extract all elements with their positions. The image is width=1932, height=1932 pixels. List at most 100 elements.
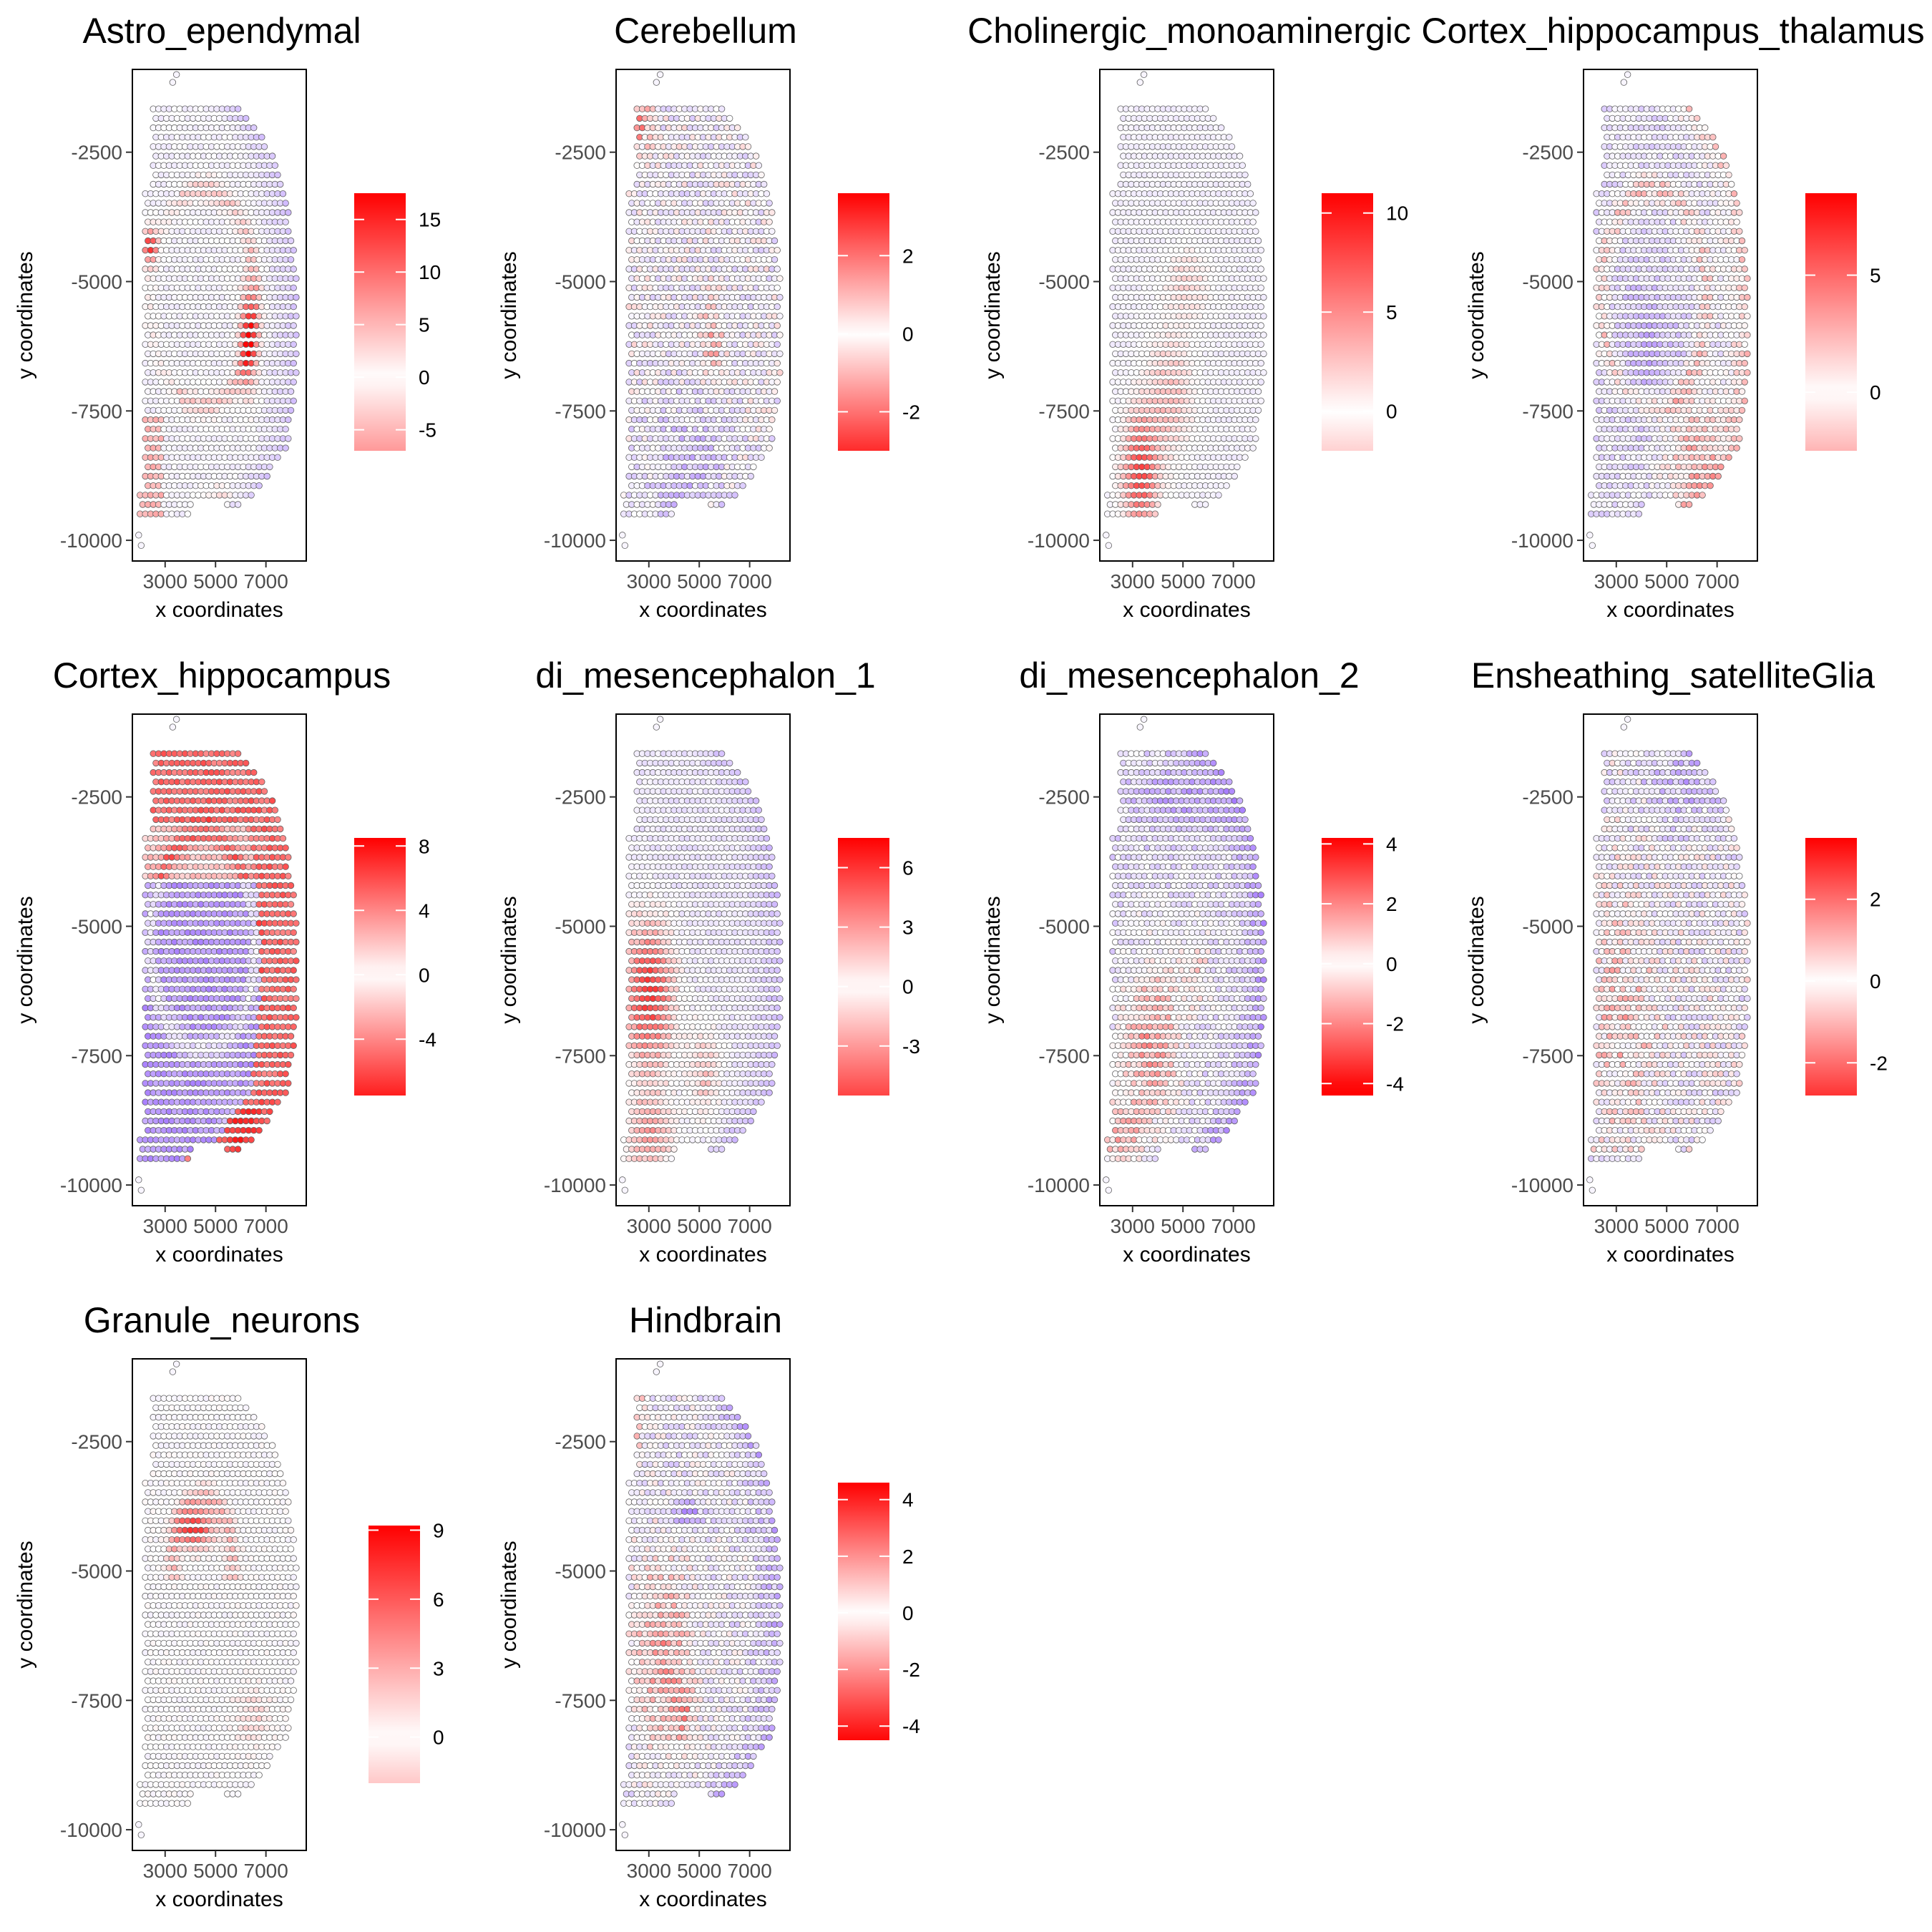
x-tick-label: 3000	[143, 570, 187, 592]
spot	[285, 872, 292, 880]
spot	[293, 275, 300, 282]
spot	[1249, 426, 1257, 433]
spot	[1744, 369, 1751, 376]
panel-title: Astro_ependymal	[82, 11, 361, 51]
spot	[1257, 397, 1264, 405]
spot	[731, 492, 738, 499]
spot	[774, 397, 781, 405]
spot	[750, 463, 757, 471]
spot	[172, 71, 180, 78]
panel-title: Cholinergic_monoaminergic	[967, 11, 1411, 51]
spot	[774, 265, 781, 273]
spot	[290, 284, 297, 292]
spot	[1707, 482, 1714, 489]
spot	[282, 218, 289, 225]
spot	[1226, 133, 1233, 141]
y-tick-label: -7500	[1038, 400, 1090, 422]
spot	[755, 162, 763, 169]
spot	[1744, 293, 1751, 301]
spot	[1693, 114, 1701, 122]
color-bar	[1322, 193, 1373, 451]
spot	[1701, 124, 1709, 132]
panel-astro-ependymal: Astro_ependymal-2500-5000-7500-100003000…	[14, 11, 441, 622]
spot	[776, 313, 784, 320]
spot	[1154, 501, 1161, 508]
spot	[1249, 200, 1257, 207]
spot	[1249, 218, 1257, 225]
spot	[290, 247, 297, 254]
spot	[1241, 171, 1249, 179]
x-tick-label: 5000	[677, 570, 721, 592]
spot	[250, 769, 258, 776]
spot	[279, 834, 287, 842]
spot	[234, 501, 242, 508]
y-tick-label: -5000	[555, 270, 606, 293]
y-axis-label: y coordinates	[497, 251, 521, 379]
spot	[135, 532, 142, 539]
spot	[234, 105, 242, 112]
spot	[250, 124, 258, 132]
panel-title: Cortex_hippocampus	[53, 655, 391, 696]
spot	[285, 416, 292, 424]
legend-tick-label: -5	[419, 419, 436, 441]
spot	[776, 293, 784, 301]
spot	[1725, 454, 1732, 461]
spot	[1589, 542, 1596, 550]
spot	[619, 532, 626, 539]
spot	[1709, 133, 1717, 141]
spot	[766, 218, 773, 225]
spot	[1257, 379, 1264, 386]
spot	[621, 542, 629, 550]
spot	[1744, 331, 1751, 338]
y-axis-label: y coordinates	[14, 251, 37, 379]
y-tick-label: -7500	[555, 400, 606, 422]
spot	[274, 171, 281, 179]
spot	[769, 435, 776, 442]
spot	[1733, 200, 1740, 207]
spot	[1260, 350, 1267, 358]
x-tick-label: 5000	[1161, 570, 1205, 592]
panel-cortex-hippocampus: Cortex_hippocampus-2500-5000-7500-100003…	[14, 655, 436, 1267]
spot	[1725, 171, 1732, 179]
spot	[1741, 284, 1748, 292]
x-tick-label: 5000	[193, 570, 238, 592]
spot	[760, 180, 768, 188]
spot	[243, 114, 250, 122]
color-bar	[354, 193, 406, 451]
spot	[747, 472, 754, 480]
spot	[1201, 501, 1209, 508]
spot	[758, 171, 765, 179]
legend-tick-label: 5	[1870, 265, 1881, 287]
spot	[1252, 228, 1259, 235]
x-tick-label: 5000	[1644, 570, 1689, 592]
spot	[1254, 256, 1262, 263]
spot	[1201, 105, 1209, 112]
legend-tick-label: 0	[902, 323, 914, 345]
spot	[1685, 105, 1693, 112]
spot	[1738, 388, 1746, 395]
spot	[774, 284, 781, 292]
spot	[1252, 435, 1259, 442]
spot-layer	[619, 71, 784, 550]
spot	[1223, 482, 1230, 489]
spot	[1140, 71, 1148, 78]
y-axis-label: y coordinates	[1465, 251, 1488, 379]
spot	[668, 510, 675, 517]
spot	[1215, 492, 1222, 499]
spot	[243, 759, 250, 767]
panel-title: Cerebellum	[614, 11, 797, 51]
spot	[1254, 237, 1262, 245]
spot	[1231, 472, 1238, 480]
panel-cortex-hippocampus-thalamus: Cortex_hippocampus_thalamus-2500-5000-75…	[1421, 11, 1924, 622]
spot	[1741, 303, 1748, 311]
spot	[774, 247, 781, 254]
x-tick-label: 7000	[728, 570, 772, 592]
spot	[290, 379, 297, 386]
spot	[1103, 532, 1110, 539]
spot	[266, 463, 273, 471]
spot	[1741, 247, 1748, 254]
spot	[282, 200, 289, 207]
spot	[169, 79, 177, 86]
spot	[774, 341, 781, 348]
